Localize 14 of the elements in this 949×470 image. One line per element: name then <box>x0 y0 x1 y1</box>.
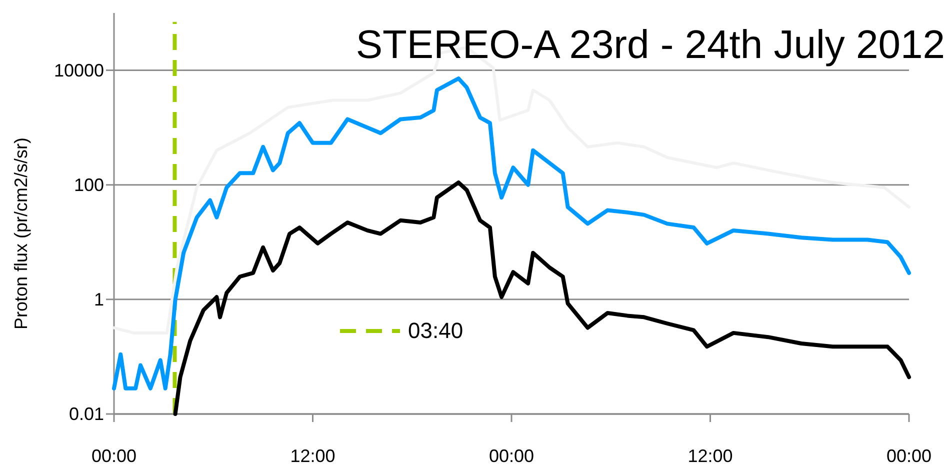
chart-title: STEREO-A 23rd - 24th July 2012 <box>356 23 945 67</box>
x-tick-label: 12:00 <box>290 446 336 466</box>
legend-label: 03:40 <box>408 318 464 343</box>
line-series <box>173 180 911 416</box>
x-tick-label: 00:00 <box>886 446 932 466</box>
y-tick-label: 0.01 <box>68 404 104 424</box>
y-tick-label: 10000 <box>54 60 104 80</box>
y-axis-title: Proton flux (pr/cm2/s/sr) <box>11 137 31 330</box>
y-tick-label: 100 <box>74 174 104 195</box>
x-tick-label: 00:00 <box>91 446 137 466</box>
y-tick-label: 1 <box>94 289 104 310</box>
x-tick-label: 00:00 <box>488 446 534 466</box>
x-tick-label: 12:00 <box>688 446 733 466</box>
line-series <box>112 76 911 390</box>
